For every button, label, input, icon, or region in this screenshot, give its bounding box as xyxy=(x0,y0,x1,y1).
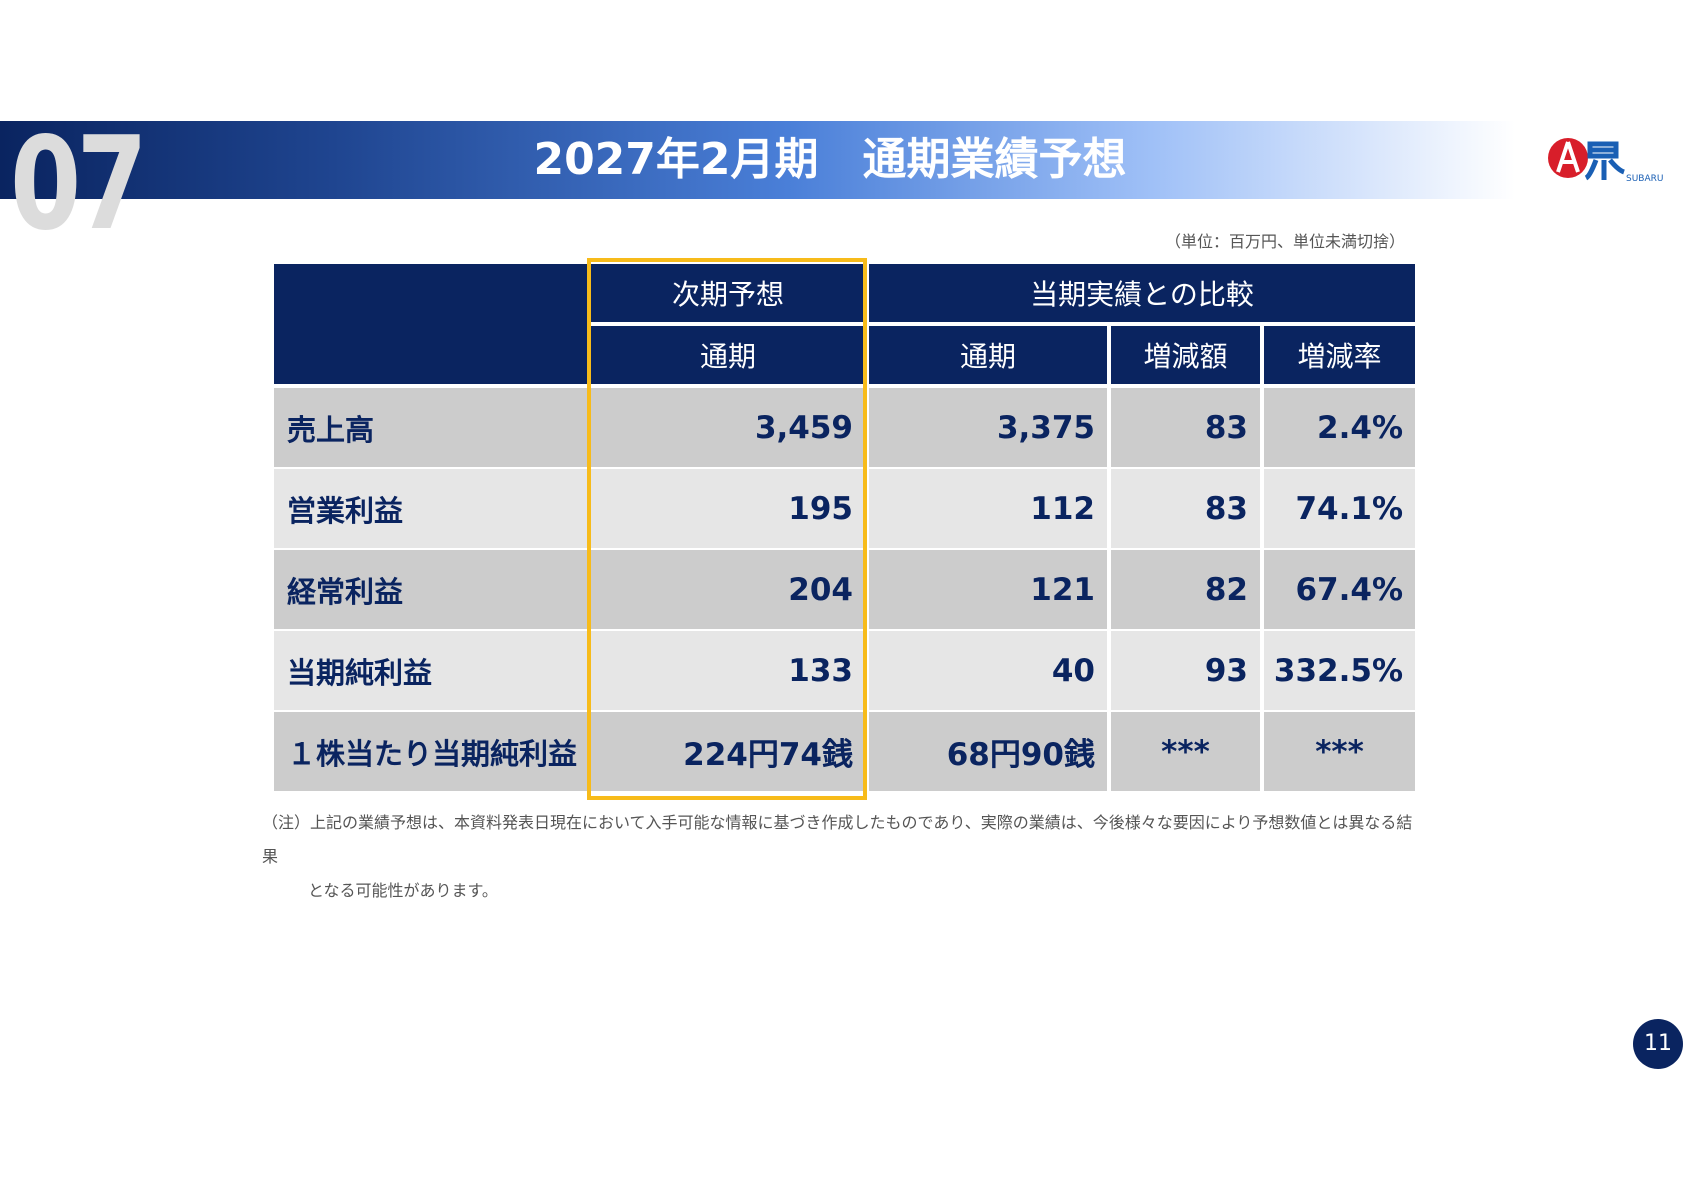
forecast-value: 195 xyxy=(587,468,869,550)
header-band xyxy=(0,121,1515,199)
table-row: 売上高 3,459 3,375 83 2.4% xyxy=(270,386,1420,469)
change-rate: *** xyxy=(1259,711,1420,793)
actual-value: 112 xyxy=(865,468,1111,550)
change-rate: 67.4% xyxy=(1259,549,1420,631)
header-actual-full: 通期 xyxy=(865,322,1111,388)
change-rate: 2.4% xyxy=(1259,386,1420,469)
row-label: 当期純利益 xyxy=(270,630,591,712)
table-row: 経常利益 204 121 82 67.4% xyxy=(270,549,1420,631)
header-compare-group: 当期実績との比較 xyxy=(864,260,1420,326)
change-amount: 83 xyxy=(1107,386,1264,469)
row-label: 経常利益 xyxy=(270,549,591,631)
footnote: （注）上記の業績予想は、本資料発表日現在において入手可能な情報に基づき作成したも… xyxy=(262,806,1422,908)
change-amount: 83 xyxy=(1107,468,1264,550)
page-number: 11 xyxy=(1633,1019,1683,1069)
header-change-amount: 増減額 xyxy=(1107,322,1264,388)
table-row: 営業利益 195 112 83 74.1% xyxy=(270,468,1420,550)
actual-value: 68円90銭 xyxy=(865,711,1111,793)
actual-value: 40 xyxy=(865,630,1111,712)
change-amount: *** xyxy=(1107,711,1264,793)
footnote-line-2: となる可能性があります。 xyxy=(308,881,498,900)
header-change-rate: 増減率 xyxy=(1259,322,1420,388)
company-logo: SUBARU xyxy=(1546,134,1664,184)
change-rate: 332.5% xyxy=(1259,630,1420,712)
change-amount: 93 xyxy=(1107,630,1264,712)
table-row: 当期純利益 133 40 93 332.5% xyxy=(270,630,1420,712)
row-label: 営業利益 xyxy=(270,468,591,550)
page-title: 2027年2月期 通期業績予想 xyxy=(533,134,1127,185)
section-number: 07 xyxy=(10,110,148,259)
header-corner xyxy=(270,260,591,388)
forecast-value: 133 xyxy=(587,630,869,712)
forecast-value: 204 xyxy=(587,549,869,631)
header-forecast-group: 次期予想 xyxy=(587,260,869,326)
table-row: １株当たり当期純利益 224円74銭 68円90銭 *** *** xyxy=(270,711,1420,793)
actual-value: 121 xyxy=(865,549,1111,631)
forecast-value: 3,459 xyxy=(587,386,869,469)
change-rate: 74.1% xyxy=(1259,468,1420,550)
forecast-value: 224円74銭 xyxy=(587,711,869,793)
logo-text: SUBARU xyxy=(1626,174,1663,184)
footnote-line-1: （注）上記の業績予想は、本資料発表日現在において入手可能な情報に基づき作成したも… xyxy=(262,813,1413,866)
forecast-table: 次期予想 当期実績との比較 通期 通期 増減額 増減率 売上高 3,459 3,… xyxy=(270,260,1420,793)
header-forecast-full: 通期 xyxy=(587,322,869,388)
change-amount: 82 xyxy=(1107,549,1264,631)
row-label: 売上高 xyxy=(270,386,591,469)
row-label: １株当たり当期純利益 xyxy=(270,711,591,793)
unit-note: （単位：百万円、単位未満切捨） xyxy=(1164,232,1405,251)
actual-value: 3,375 xyxy=(865,386,1111,469)
